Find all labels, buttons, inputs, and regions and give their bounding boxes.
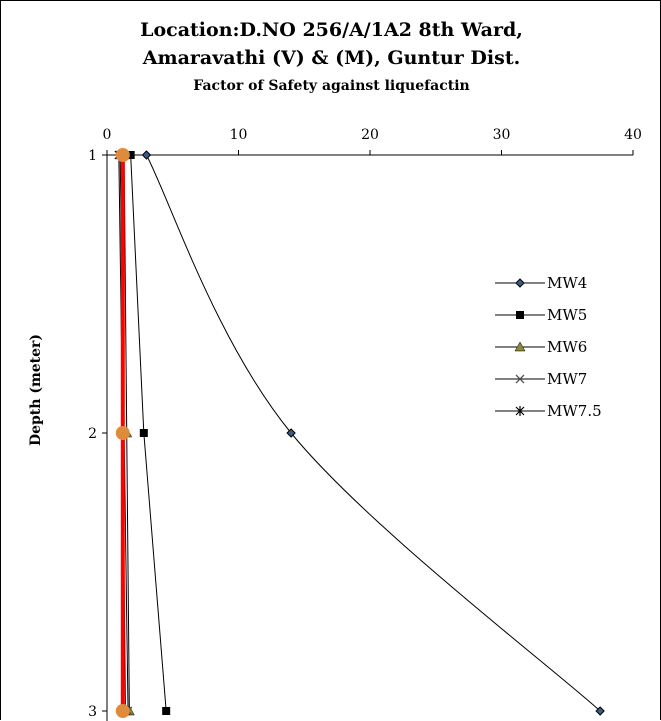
- x-tick-label: 20: [361, 127, 379, 143]
- legend-label-mw4: MW4: [547, 274, 587, 292]
- legend-marker-mw7-5: [515, 406, 525, 416]
- data-point-mw4: [595, 706, 605, 716]
- legend-marker-mw5: [516, 311, 524, 319]
- chart-title-line-2: Amaravathi (V) & (M), Guntur Dist.: [142, 47, 521, 69]
- legend-label-mw6: MW6: [547, 338, 587, 356]
- y-tick-label: 3: [88, 704, 97, 720]
- data-point-mw4: [286, 428, 296, 438]
- chart-title-line-1: Location:D.NO 256/A/1A2 8th Ward,: [140, 19, 523, 41]
- x-tick-label: 40: [624, 127, 642, 143]
- legend-label-mw7: MW7: [547, 370, 587, 388]
- y-tick-label: 2: [88, 426, 97, 442]
- x-tick-label: 10: [230, 127, 248, 143]
- legend-marker-mw6: [514, 341, 526, 352]
- series-line-mw4: [146, 154, 601, 712]
- x-tick-label: 30: [493, 127, 511, 143]
- chart-subtitle: Factor of Safety against liquefactin: [193, 78, 470, 94]
- data-point-mw5: [139, 429, 148, 437]
- series-line-mw5: [130, 154, 167, 712]
- legend-label-mw7-5: MW7.5: [547, 402, 602, 420]
- x-tick-label: 0: [103, 127, 112, 143]
- data-point-mw5: [162, 707, 171, 715]
- legend-marker-mw4: [515, 278, 525, 288]
- legend-marker-mw7: [515, 374, 525, 384]
- reference-point: [115, 148, 130, 162]
- reference-point: [115, 426, 130, 440]
- reference-point: [115, 704, 130, 718]
- data-point-mw5: [126, 151, 135, 159]
- y-axis-label: Depth (meter): [28, 334, 44, 446]
- y-tick-label: 1: [88, 148, 97, 164]
- legend-label-mw5: MW5: [547, 306, 587, 324]
- data-point-mw4: [141, 150, 152, 160]
